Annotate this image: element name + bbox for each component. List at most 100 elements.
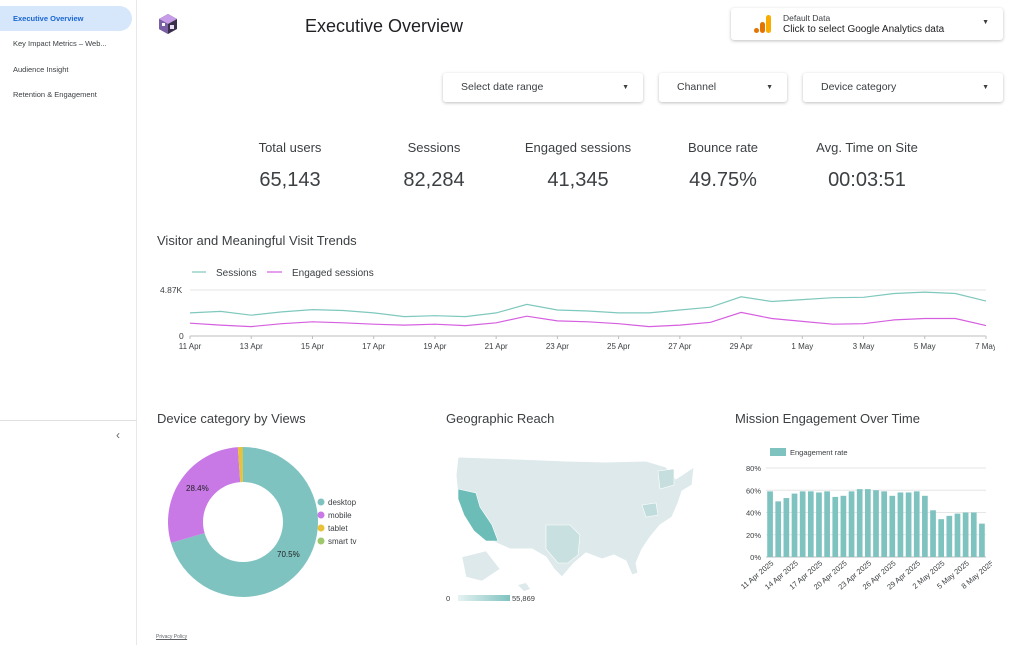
bar — [807, 491, 814, 557]
series-line-sessions — [189, 291, 987, 318]
x-tick-label: 27 Apr — [668, 342, 691, 351]
bar — [905, 492, 912, 557]
x-tick-label: 7 May — [975, 342, 995, 351]
legend-label-smart-tv: smart tv — [328, 537, 356, 546]
bar — [824, 491, 830, 557]
y-tick-zero: 0 — [179, 331, 184, 341]
legend-swatch-tablet — [317, 524, 325, 532]
sidebar-item-executive-overview[interactable]: Executive Overview — [0, 6, 132, 31]
page-title: Executive Overview — [305, 16, 464, 36]
channel-filter[interactable]: Channel ▼ — [659, 73, 787, 102]
state-new-york — [657, 468, 675, 490]
kpi-total-users: Total users 65,143 — [220, 140, 360, 192]
sidebar-item-retention-engagement[interactable]: Retention & Engagement — [13, 90, 97, 99]
caret-down-icon: ▼ — [982, 84, 989, 91]
device-category-label: Device category — [821, 81, 897, 93]
bar — [962, 512, 969, 557]
x-tick-label: 25 Apr — [607, 342, 630, 351]
y-tick-max: 4.87K — [160, 285, 183, 295]
bar — [946, 515, 953, 557]
kpi-value: 41,345 — [547, 169, 609, 191]
bar — [791, 493, 798, 557]
kpi-bounce-rate: Bounce rate 49.75% — [653, 140, 793, 192]
kpi-engaged-sessions: Engaged sessions 41,345 — [508, 140, 648, 192]
kpi-value: 82,284 — [403, 169, 465, 191]
date-range-filter[interactable]: Select date range ▼ — [443, 73, 643, 102]
bar — [767, 491, 773, 557]
bar — [881, 491, 887, 557]
bar — [873, 490, 879, 557]
kpi-value: 49.75% — [689, 169, 757, 191]
date-range-label: Select date range — [461, 81, 544, 93]
state-alaska — [461, 550, 501, 582]
kpi-avg-time-on-site: Avg. Time on Site 00:03:51 — [797, 140, 937, 192]
bar — [938, 519, 945, 557]
legend-engagement-label: Engagement rate — [790, 448, 848, 457]
legend-label-mobile: mobile — [328, 511, 352, 520]
mission-chart-title: Mission Engagement Over Time — [735, 411, 920, 426]
chevron-left-icon[interactable]: ‹ — [116, 428, 120, 442]
kpi-label: Engaged sessions — [524, 140, 632, 155]
geo-scale-max: 55,869 — [512, 594, 535, 603]
kpi-sessions: Sessions 82,284 — [364, 140, 504, 192]
y-tick-label: 60% — [746, 486, 761, 495]
state-texas — [545, 524, 581, 564]
x-tick-label: 13 Apr — [240, 342, 263, 351]
trends-line-chart: Sessions Engaged sessions 4.87K 0 11 Apr… — [160, 268, 995, 351]
bar — [922, 495, 928, 557]
device-donut-chart: 28.4% 70.5% desktop mobile tablet smart tv — [168, 446, 357, 597]
legend-swatch-smart-tv — [317, 537, 325, 545]
device-category-filter[interactable]: Device category ▼ — [803, 73, 1003, 102]
bar — [970, 512, 977, 557]
sidebar-item-key-impact-metrics[interactable]: Key Impact Metrics – Web... — [13, 39, 107, 48]
kpi-value: 65,143 — [259, 169, 321, 191]
bar — [799, 491, 806, 557]
x-tick-label: 11 Apr — [179, 342, 202, 351]
y-tick-label: 40% — [746, 509, 761, 518]
privacy-policy-link[interactable]: Privacy Policy — [156, 634, 188, 640]
sidebar-item-audience-insight[interactable]: Audience Insight — [13, 65, 69, 74]
bar — [889, 495, 896, 557]
kpi-label: Total users — [258, 140, 322, 155]
legend-engaged-label: Engaged sessions — [292, 268, 374, 279]
state-hawaii — [518, 583, 530, 591]
caret-down-icon: ▼ — [982, 19, 989, 26]
y-tick-label: 80% — [746, 464, 761, 473]
series-line-engaged-sessions — [189, 311, 987, 328]
legend-swatch-mobile — [317, 511, 325, 519]
bar — [954, 513, 961, 557]
legend-label-tablet: tablet — [328, 524, 348, 533]
x-tick-label: 17 Apr — [362, 342, 385, 351]
legend-sessions-label: Sessions — [216, 268, 257, 279]
x-tick-label: 29 Apr — [730, 342, 753, 351]
x-tick-label: 5 May — [914, 342, 936, 351]
cube-logo-icon — [159, 14, 177, 34]
bar — [897, 492, 904, 557]
y-tick-label: 20% — [746, 531, 761, 540]
us-geo-map — [455, 456, 695, 591]
channel-label: Channel — [677, 81, 717, 93]
state-california — [457, 488, 499, 542]
geo-color-scale — [458, 595, 510, 601]
bar — [913, 491, 920, 557]
caret-down-icon: ▼ — [622, 84, 629, 91]
sidebar-divider — [0, 420, 137, 421]
google-analytics-icon — [754, 15, 771, 33]
bar — [930, 510, 936, 558]
engagement-bar-chart: Engagement rate 80%60%40%20%0% 11 Apr 20… — [739, 448, 992, 592]
trends-chart-title: Visitor and Meaningful Visit Trends — [157, 233, 357, 248]
sidebar: Executive Overview Key Impact Metrics – … — [0, 0, 137, 645]
device-chart-title: Device category by Views — [157, 411, 306, 426]
x-tick-label: 23 Apr — [546, 342, 569, 351]
data-source-label: Default Data — [783, 13, 831, 23]
y-tick-label: 0% — [750, 553, 761, 562]
bar — [816, 492, 822, 557]
legend-swatch-desktop — [317, 498, 325, 506]
kpi-value: 00:03:51 — [828, 169, 906, 191]
state-virginia — [641, 502, 659, 518]
bar — [856, 489, 863, 557]
bar — [979, 523, 985, 558]
bar — [775, 501, 782, 558]
data-source-selector[interactable]: Default Data Click to select Google Anal… — [731, 8, 1003, 40]
x-tick-label: 3 May — [853, 342, 875, 351]
